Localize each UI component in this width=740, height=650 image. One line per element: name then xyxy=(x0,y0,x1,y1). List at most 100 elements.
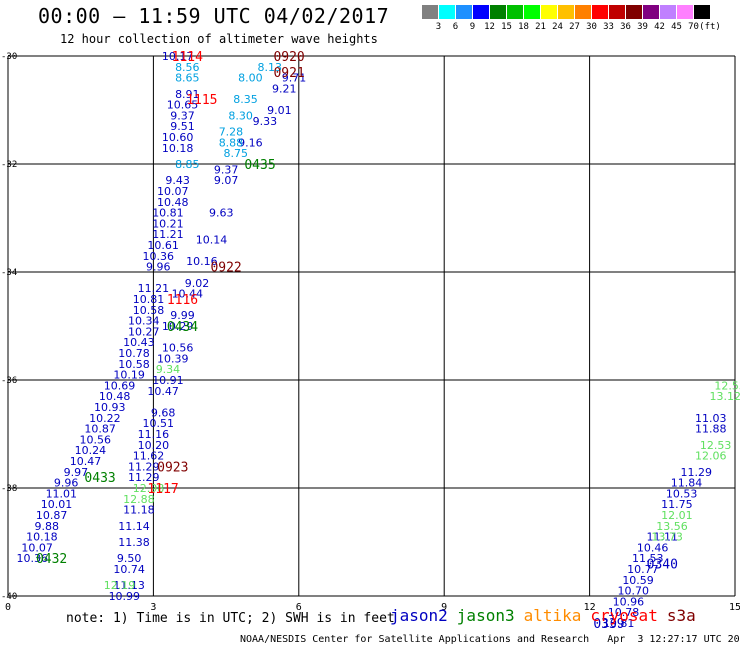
swh-value-label: 9.96 xyxy=(146,261,171,274)
legend-item-cryosat: cryosat xyxy=(590,606,658,625)
pass-time-label: 0920 xyxy=(273,50,304,65)
colorbar-label: 36 xyxy=(620,22,631,32)
colorbar-label: 24 xyxy=(552,22,563,32)
colorbar-label: 6 xyxy=(452,22,459,32)
colorbar xyxy=(422,5,711,19)
pass-time-label: 1115 xyxy=(186,93,217,108)
swh-value-label: 10.29 xyxy=(162,320,194,333)
swh-value-label: 10.74 xyxy=(113,563,145,576)
colorbar-swatch xyxy=(422,5,439,19)
swh-value-label: 11.16 xyxy=(138,428,170,441)
swh-value-label: 9.97 xyxy=(64,466,89,479)
pass-time-label: 1116 xyxy=(167,293,198,308)
swh-value-label: 10.20 xyxy=(138,439,170,452)
colorbar-label: 27 xyxy=(569,22,580,32)
swh-value-label: 13.73 xyxy=(651,531,683,544)
colorbar-label: 39 xyxy=(637,22,648,32)
swh-value-label: 10.47 xyxy=(147,385,179,398)
swh-value-label: 10.53 xyxy=(666,487,698,500)
swh-value-label: 8.00 xyxy=(238,72,263,85)
swh-value-label: 9.07 xyxy=(214,174,239,187)
colorbar-label: 45 xyxy=(671,22,682,32)
swh-value-label: 9.68 xyxy=(151,406,176,419)
swh-value-label: 10.46 xyxy=(637,541,669,554)
x-tick-label: 9 xyxy=(441,602,447,613)
colorbar-swatch xyxy=(609,5,626,19)
colorbar-swatch xyxy=(592,5,609,19)
swh-value-label: 10.87 xyxy=(36,509,68,522)
swh-value-label: 10.16 xyxy=(186,255,218,268)
colorbar-label: 42 xyxy=(654,22,665,32)
swh-value-label: 10.56 xyxy=(79,433,111,446)
swh-value-label: 8.65 xyxy=(175,72,200,85)
swh-value-label: 9.01 xyxy=(267,104,292,117)
colorbar-label: 15 xyxy=(501,22,512,32)
swh-value-label: 10.01 xyxy=(41,498,73,511)
swh-value-label: 10.21 xyxy=(152,217,184,230)
pass-time-label: 0433 xyxy=(84,471,115,486)
swh-value-label: 10.07 xyxy=(157,185,189,198)
page-title: 00:00 – 11:59 UTC 04/02/2017 xyxy=(38,4,390,28)
y-tick-label: -40 xyxy=(1,592,17,602)
swh-value-label: 10.78 xyxy=(608,606,640,619)
swh-value-label: 10.65 xyxy=(167,99,199,112)
swh-value-label: 9.33 xyxy=(253,115,278,128)
colorbar-swatch xyxy=(626,5,643,19)
y-tick-label: -30 xyxy=(1,52,17,62)
legend-item-s3a: s3a xyxy=(666,606,696,625)
y-tick-label: -36 xyxy=(1,376,17,386)
swh-value-label: 11.38 xyxy=(118,536,150,549)
swh-value-label: 9.37 xyxy=(214,163,239,176)
swh-value-label: 9.34 xyxy=(156,363,181,376)
swh-value-label: 9.51 xyxy=(170,120,195,133)
swh-value-label: 10.34 xyxy=(128,315,160,328)
colorbar-swatch xyxy=(439,5,456,19)
satellite-legend: jason2 jason3 altika cryosat s3a xyxy=(390,606,705,625)
footer-note: note: 1) Time is in UTC; 2) SWH is in fe… xyxy=(66,611,395,626)
swh-value-label: 10.91 xyxy=(152,374,184,387)
swh-value-label: 11.14 xyxy=(118,520,150,533)
swh-value-label: 10.87 xyxy=(84,423,116,436)
pass-time-label: 0434 xyxy=(167,320,198,335)
credit-line: NOAA/NESDIS Center for Satellite Applica… xyxy=(240,634,740,645)
swh-value-label: 10.48 xyxy=(99,390,131,403)
colorbar-label: 70 xyxy=(688,22,699,32)
swh-value-label: 10.44 xyxy=(172,288,204,301)
swh-value-label: 12.88 xyxy=(123,493,155,506)
swh-value-label: 9.37 xyxy=(170,109,195,122)
swh-value-label: 11.18 xyxy=(123,504,155,517)
swh-value-label: 10.58 xyxy=(133,304,165,317)
swh-value-label: 10.43 xyxy=(123,336,155,349)
pass-time-label: 0432 xyxy=(36,552,67,567)
swh-value-label: 8.56 xyxy=(175,61,200,74)
swh-value-label: 8.35 xyxy=(233,93,258,106)
swh-value-label: 9.02 xyxy=(185,277,210,290)
swh-value-label: 11.29 xyxy=(680,466,712,479)
colorbar-label: 12 xyxy=(484,22,495,32)
x-tick-label: 3 xyxy=(150,602,156,613)
swh-value-label: 8.30 xyxy=(228,109,253,122)
swh-value-label: 9.43 xyxy=(165,174,190,187)
x-tick-label: 0 xyxy=(5,602,11,613)
swh-value-label: 10.18 xyxy=(162,142,194,155)
swh-value-label: 12.19 xyxy=(104,579,136,592)
swh-value-label: 12.53 xyxy=(714,379,740,392)
colorbar-labels: 3 6 9 12 15 18 21 24 27 30 33 36 39 42 45 70 (ft) xyxy=(422,22,732,36)
page-subtitle: 12 hour collection of altimeter wave hei… xyxy=(60,32,378,46)
swh-value-label: 12.98 xyxy=(133,482,165,495)
pass-time-label: 0921 xyxy=(273,66,304,81)
swh-value-label: 9.99 xyxy=(170,309,195,322)
swh-value-label: 10.77 xyxy=(627,563,659,576)
colorbar-swatch xyxy=(660,5,677,19)
pass-time-label: 0339 xyxy=(593,617,624,632)
colorbar-swatch xyxy=(507,5,524,19)
colorbar-swatch xyxy=(524,5,541,19)
swh-value-label: 9.21 xyxy=(272,82,297,95)
pass-time-label: 0435 xyxy=(244,158,275,173)
swh-value-label: 12.53 xyxy=(700,439,732,452)
swh-value-label: 9.96 xyxy=(54,477,79,490)
x-tick-label: 12 xyxy=(584,602,596,613)
swh-value-label: 11.84 xyxy=(671,477,703,490)
